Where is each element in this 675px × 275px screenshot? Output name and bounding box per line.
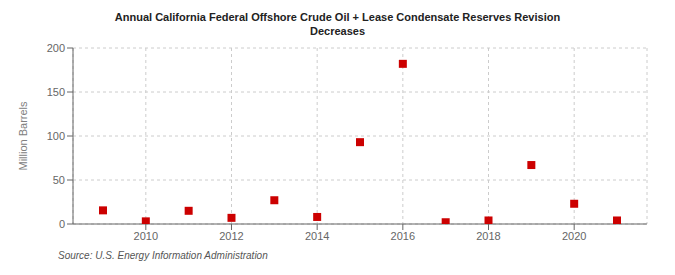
svg-text:2010: 2010 <box>134 230 158 242</box>
svg-text:2014: 2014 <box>305 230 329 242</box>
svg-text:0: 0 <box>59 218 65 230</box>
html-text:Source: U.S. Energy Informatio: Source: U.S. Energy Information Administ… <box>58 250 268 261</box>
svg-text:150: 150 <box>47 86 65 98</box>
html-text:Decreases: Decreases <box>310 25 365 37</box>
svg-text:2016: 2016 <box>391 230 415 242</box>
html-text:Annual California Federal Offs: Annual California Federal Offshore Crude… <box>114 11 561 23</box>
svg-text:200: 200 <box>47 42 65 54</box>
svg-text:100: 100 <box>47 130 65 142</box>
svg-text:2018: 2018 <box>476 230 500 242</box>
svg-text:2020: 2020 <box>562 230 586 242</box>
svg-text:2012: 2012 <box>219 230 243 242</box>
svg-text:50: 50 <box>53 174 65 186</box>
svg-text:Million Barrels: Million Barrels <box>17 101 29 171</box>
